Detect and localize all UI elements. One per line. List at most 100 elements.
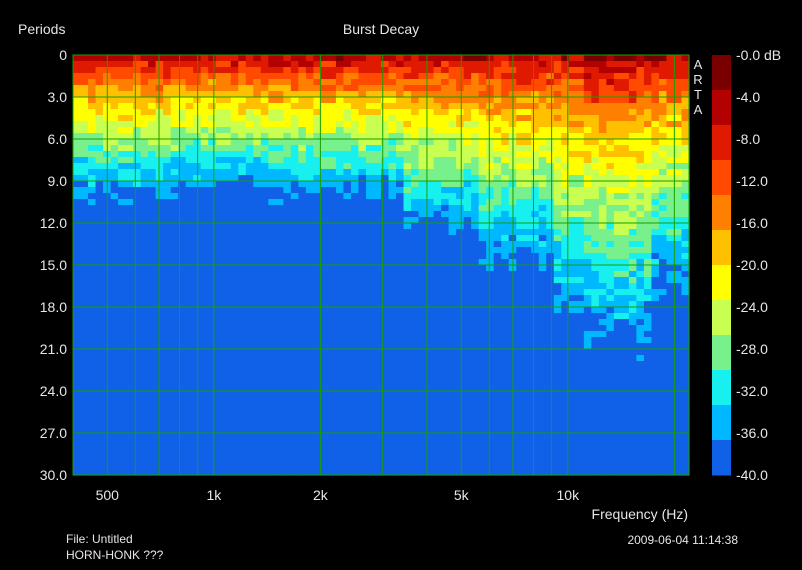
heatmap-cell [373, 97, 382, 104]
heatmap-cell [335, 433, 345, 440]
heatmap-cell [245, 343, 254, 350]
heatmap-cell [208, 367, 217, 374]
heatmap-cell [238, 211, 247, 218]
heatmap-cell [598, 73, 607, 80]
heatmap-cell [290, 169, 299, 176]
heatmap-cell [493, 253, 502, 260]
heatmap-cell [373, 211, 382, 218]
heatmap-cell [185, 145, 194, 152]
heatmap-cell [320, 163, 330, 170]
heatmap-cell [561, 151, 570, 158]
heatmap-cell [478, 469, 487, 476]
heatmap-cell [185, 295, 194, 302]
heatmap-cell [486, 121, 495, 128]
heatmap-cell [215, 331, 224, 338]
heatmap-cell [320, 97, 330, 104]
heatmap-cell [283, 463, 292, 470]
heatmap-cell [523, 151, 532, 158]
heatmap-cell [523, 127, 532, 134]
heatmap-cell [298, 337, 307, 344]
heatmap-cell [260, 463, 269, 470]
heatmap-cell [208, 421, 217, 428]
heatmap-cell [433, 367, 442, 374]
heatmap-cell [328, 457, 337, 464]
heatmap-cell [290, 217, 299, 224]
heatmap-cell [365, 127, 375, 134]
heatmap-cell [358, 391, 367, 398]
heatmap-cell [178, 349, 187, 356]
heatmap-cell [200, 265, 209, 272]
heatmap-cell [501, 337, 510, 344]
heatmap-cell [606, 211, 615, 218]
heatmap-cell [568, 331, 577, 338]
heatmap-cell [260, 295, 269, 302]
heatmap-cell [275, 193, 284, 200]
heatmap-cell [208, 331, 217, 338]
heatmap-cell [298, 271, 307, 278]
heatmap-cell [283, 115, 292, 122]
heatmap-cell [396, 79, 405, 86]
heatmap-cell [381, 325, 390, 332]
heatmap-cell [373, 421, 382, 428]
heatmap-cell [396, 217, 405, 224]
heatmap-cell [80, 433, 89, 440]
heatmap-cell [298, 73, 307, 80]
heatmap-cell [538, 433, 547, 440]
heatmap-cell [328, 373, 337, 380]
heatmap-cell [418, 295, 427, 302]
heatmap-cell [373, 289, 382, 296]
heatmap-cell [268, 337, 277, 344]
heatmap-cell [448, 193, 457, 200]
heatmap-cell [223, 79, 232, 86]
heatmap-cell [335, 247, 345, 254]
heatmap-cell [373, 331, 382, 338]
heatmap-cell [591, 409, 600, 416]
heatmap-cell [411, 343, 420, 350]
heatmap-cell [598, 145, 607, 152]
heatmap-cell [88, 325, 97, 332]
heatmap-cell [253, 379, 262, 386]
heatmap-cell [140, 193, 149, 200]
heatmap-cell [576, 259, 585, 266]
heatmap-cell [538, 259, 547, 266]
heatmap-cell [170, 433, 179, 440]
heatmap-cell [328, 103, 337, 110]
heatmap-cell [245, 379, 254, 386]
heatmap-cell [365, 367, 375, 374]
heatmap-cell [110, 211, 119, 218]
heatmap-cell [486, 451, 495, 458]
heatmap-cell [155, 181, 164, 188]
heatmap-cell [223, 91, 232, 98]
heatmap-cell [88, 229, 97, 236]
heatmap-cell [298, 55, 307, 62]
heatmap-cell [501, 253, 510, 260]
heatmap-cell [523, 187, 532, 194]
heatmap-cell [283, 301, 292, 308]
heatmap-cell [606, 73, 615, 80]
heatmap-cell [350, 241, 360, 248]
heatmap-cell [350, 427, 360, 434]
heatmap-cell [478, 451, 487, 458]
heatmap-cell [381, 223, 390, 230]
heatmap-cell [486, 97, 495, 104]
heatmap-cell [583, 169, 592, 176]
heatmap-cell [456, 289, 465, 296]
heatmap-cell [335, 319, 345, 326]
heatmap-cell [373, 115, 382, 122]
heatmap-cell [456, 247, 465, 254]
heatmap-cell [313, 151, 322, 158]
heatmap-cell [133, 229, 142, 236]
heatmap-cell [576, 175, 585, 182]
heatmap-cell [155, 67, 164, 74]
heatmap-cell [80, 295, 89, 302]
heatmap-cell [598, 421, 607, 428]
heatmap-cell [275, 439, 284, 446]
heatmap-cell [140, 379, 149, 386]
heatmap-cell [110, 193, 119, 200]
heatmap-cell [531, 217, 540, 224]
heatmap-cell [463, 247, 472, 254]
heatmap-cell [591, 415, 600, 422]
heatmap-cell [598, 331, 607, 338]
heatmap-cell [253, 133, 262, 140]
heatmap-cell [230, 283, 239, 290]
